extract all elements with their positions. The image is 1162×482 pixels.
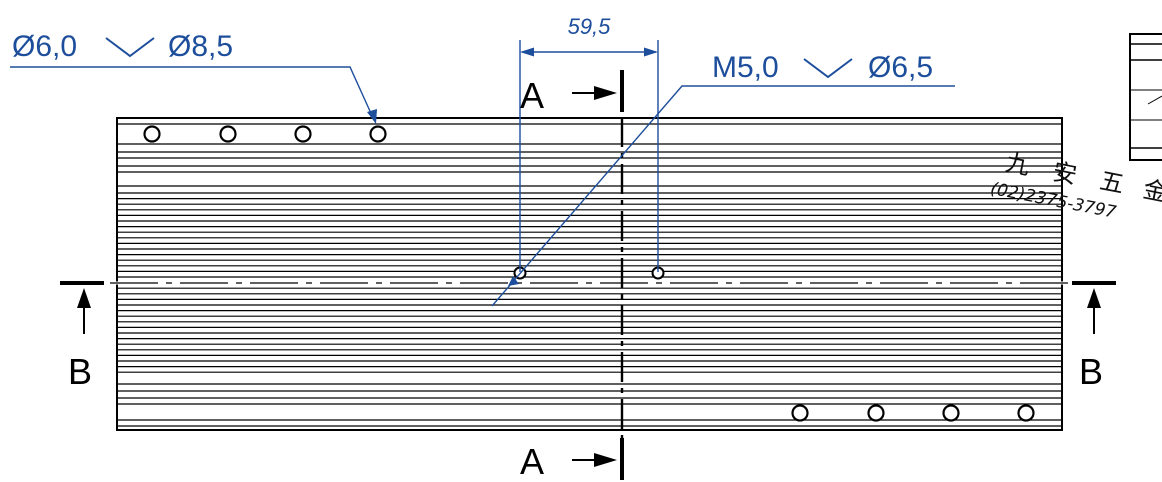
section-marker-b-left: B — [60, 281, 104, 392]
counterbore-diameter: Ø6,0 — [12, 30, 77, 63]
section-arrow-head-icon — [1087, 288, 1101, 308]
countersink-diameter: Ø6,5 — [868, 51, 933, 84]
watermark-char: 安 — [1050, 158, 1079, 190]
hole — [143, 125, 161, 143]
counterbore-depth-diameter: Ø8,5 — [168, 30, 233, 63]
watermark-char: 金 — [1141, 175, 1162, 207]
leader-counterbore — [10, 66, 375, 121]
leader-tapped — [491, 85, 955, 307]
section-arrow-head-icon — [594, 453, 617, 467]
dimension-value: 59,5 — [568, 14, 612, 39]
section-arrow-head-icon — [594, 86, 617, 100]
hole — [867, 404, 885, 422]
side-view-partial — [1129, 33, 1162, 161]
section-arrow-head-icon — [77, 288, 91, 308]
hole — [1017, 404, 1035, 422]
watermark-char: 九 — [1003, 148, 1032, 180]
profile-body — [116, 117, 1063, 431]
section-label: B — [1079, 351, 1103, 392]
counterbore-holes-top — [143, 125, 387, 143]
counterbore-holes-bottom — [791, 404, 1035, 422]
profile-outline — [116, 117, 1063, 431]
watermark-char: 五 — [1098, 167, 1127, 199]
counterbore-symbol-icon — [105, 37, 155, 58]
hole — [942, 404, 960, 422]
section-label: B — [68, 351, 92, 392]
section-label: A — [520, 441, 544, 482]
side-view-diagonal — [1147, 95, 1162, 105]
dim-arrow-left — [520, 47, 534, 57]
hole — [219, 125, 237, 143]
hole — [791, 404, 809, 422]
leader-arrow-tapped — [508, 276, 519, 286]
section-marker-a-bottom: A — [520, 438, 624, 482]
section-label: A — [520, 75, 544, 116]
side-view-outline — [1129, 33, 1162, 161]
profile-lines — [117, 123, 1062, 427]
countersink-symbol-icon — [803, 58, 853, 79]
dim-arrow-right — [644, 47, 658, 57]
section-marker-b-right: B — [1072, 281, 1116, 392]
hole — [294, 125, 312, 143]
leader-arrow-counterbore — [367, 109, 377, 124]
section-marker-a-top: A — [520, 70, 624, 116]
thread-size: M5,0 — [712, 51, 779, 84]
dimensions — [10, 40, 955, 307]
hole — [369, 125, 387, 143]
